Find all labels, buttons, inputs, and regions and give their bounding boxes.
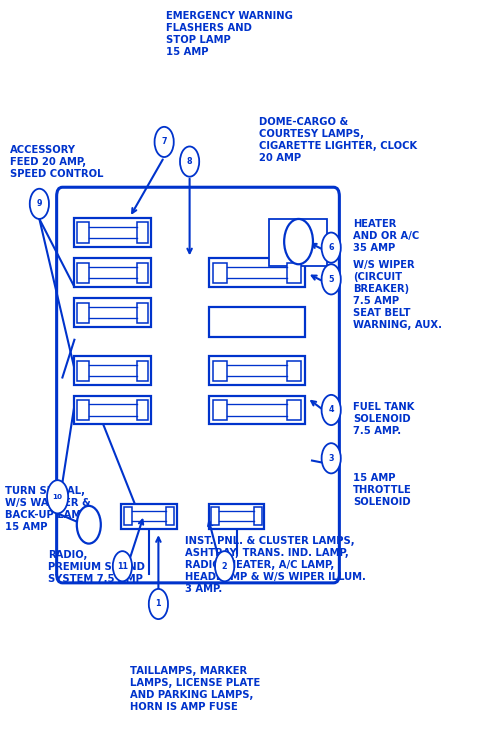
Circle shape — [113, 551, 132, 581]
Bar — [74, 258, 151, 287]
Circle shape — [180, 146, 199, 177]
Bar — [74, 298, 151, 327]
Bar — [77, 303, 89, 322]
Circle shape — [47, 480, 68, 513]
Bar — [74, 218, 151, 247]
Text: INST. PNL. & CLUSTER LAMPS,
ASHTRAY, TRANS. IND. LAMP,
RADIO, HEATER, A/C LAMP,
: INST. PNL. & CLUSTER LAMPS, ASHTRAY, TRA… — [185, 536, 366, 594]
Bar — [137, 400, 148, 420]
Text: 3: 3 — [328, 454, 334, 463]
Text: 6: 6 — [328, 243, 334, 252]
Bar — [269, 219, 327, 266]
Text: W/S WIPER
(CIRCUIT
BREAKER)
7.5 AMP
SEAT BELT
WARNING, AUX.: W/S WIPER (CIRCUIT BREAKER) 7.5 AMP SEAT… — [353, 260, 442, 331]
Text: HEATER
AND OR A/C
35 AMP: HEATER AND OR A/C 35 AMP — [353, 219, 419, 253]
Circle shape — [77, 506, 101, 544]
Circle shape — [284, 219, 313, 264]
Text: RADIO,
PREMIUM SOUND
SYSTEM 7.5 AMP: RADIO, PREMIUM SOUND SYSTEM 7.5 AMP — [48, 550, 145, 584]
Text: 9: 9 — [36, 199, 42, 208]
Bar — [74, 356, 151, 385]
Text: TAILLAMPS, MARKER
LAMPS, LICENSE PLATE
AND PARKING LAMPS,
HORN IS AMP FUSE: TAILLAMPS, MARKER LAMPS, LICENSE PLATE A… — [130, 666, 260, 712]
Text: ACCESSORY
FEED 20 AMP,
SPEED CONTROL: ACCESSORY FEED 20 AMP, SPEED CONTROL — [10, 145, 103, 179]
Text: EMERGENCY WARNING
FLASHERS AND
STOP LAMP
15 AMP: EMERGENCY WARNING FLASHERS AND STOP LAMP… — [166, 11, 292, 57]
Text: 11: 11 — [117, 562, 128, 571]
Bar — [211, 507, 219, 525]
Bar — [213, 400, 227, 420]
Bar — [209, 396, 305, 424]
Circle shape — [149, 589, 168, 619]
Text: TURN SIGNAL,
W/S WASHER &
BACK-UP LAMPS
15 AMP: TURN SIGNAL, W/S WASHER & BACK-UP LAMPS … — [5, 486, 96, 532]
Bar — [124, 507, 132, 525]
Bar — [209, 307, 305, 337]
Bar — [77, 223, 89, 242]
Bar — [74, 396, 151, 424]
Text: 8: 8 — [187, 157, 192, 166]
Bar — [137, 223, 148, 242]
Bar — [77, 263, 89, 282]
Bar — [166, 507, 174, 525]
Bar — [77, 361, 89, 381]
Text: FUEL TANK
SOLENOID
7.5 AMP.: FUEL TANK SOLENOID 7.5 AMP. — [353, 402, 414, 436]
Circle shape — [322, 264, 341, 294]
Bar — [209, 258, 305, 287]
Circle shape — [322, 443, 341, 473]
Bar — [287, 400, 301, 420]
Bar — [121, 504, 177, 528]
Bar — [209, 356, 305, 385]
Bar — [137, 263, 148, 282]
Bar — [209, 504, 264, 528]
Text: 1: 1 — [156, 599, 161, 609]
Bar — [137, 361, 148, 381]
Text: 15 AMP
THROTTLE
SOLENOID: 15 AMP THROTTLE SOLENOID — [353, 473, 411, 507]
Circle shape — [322, 233, 341, 263]
Bar — [253, 507, 262, 525]
Text: 5: 5 — [328, 275, 334, 284]
Circle shape — [215, 551, 234, 581]
Circle shape — [30, 189, 49, 219]
Bar — [287, 263, 301, 282]
Text: 2: 2 — [222, 562, 228, 571]
Bar — [213, 361, 227, 381]
Bar — [287, 361, 301, 381]
FancyBboxPatch shape — [57, 187, 339, 583]
Text: 7: 7 — [161, 137, 167, 146]
Bar — [213, 263, 227, 282]
Text: 10: 10 — [53, 494, 62, 500]
Circle shape — [155, 127, 174, 157]
Bar — [77, 400, 89, 420]
Text: DOME-CARGO &
COURTESY LAMPS,
CIGARETTE LIGHTER, CLOCK
20 AMP: DOME-CARGO & COURTESY LAMPS, CIGARETTE L… — [259, 117, 417, 163]
Circle shape — [322, 395, 341, 425]
Text: 4: 4 — [328, 405, 334, 414]
Bar — [137, 303, 148, 322]
